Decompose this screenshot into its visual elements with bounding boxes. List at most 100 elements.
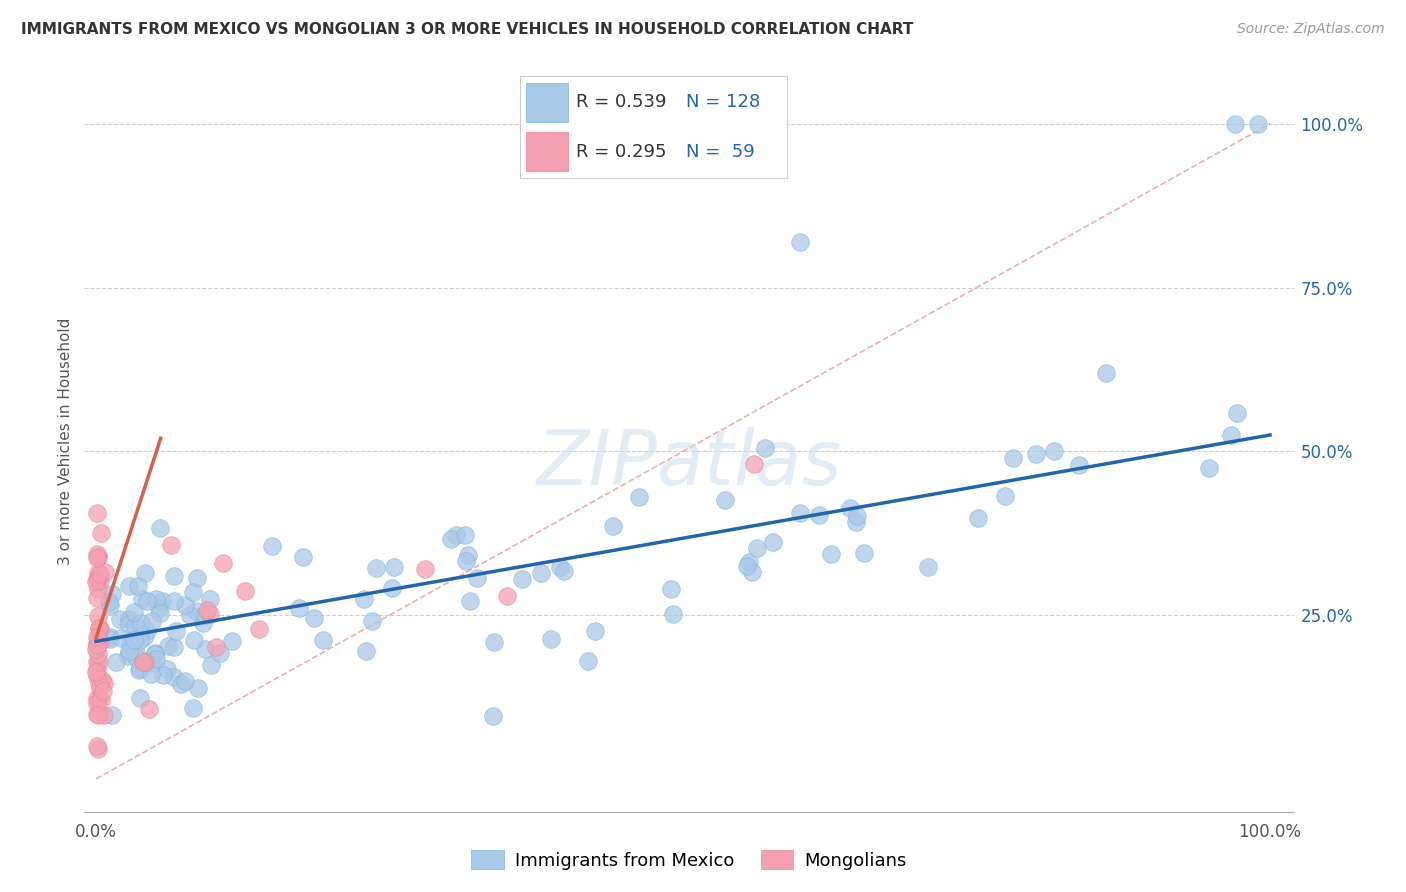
Point [131,591,153,606]
Point [1043,443,1066,458]
Point [820,547,842,561]
Text: Source: ZipAtlas.com: Source: ZipAtlas.com [1237,22,1385,37]
Point [853,546,876,560]
Point [966,511,988,525]
Point [184,604,207,618]
Point [159,538,181,552]
Point [86,707,108,722]
Point [152,668,174,682]
FancyBboxPatch shape [526,83,568,122]
Point [212,557,235,571]
Point [86,708,108,723]
Point [93,675,115,690]
Point [659,582,682,596]
Point [1001,451,1024,466]
Point [89,622,111,636]
Point [1220,427,1243,442]
Point [440,533,463,547]
Point [101,587,124,601]
Point [86,669,108,683]
Point [221,633,243,648]
Point [163,594,186,608]
Point [110,612,132,626]
Point [117,617,139,632]
Point [530,566,553,580]
Point [382,559,405,574]
FancyBboxPatch shape [526,132,568,171]
Point [91,683,114,698]
Point [291,549,314,564]
Point [86,574,108,589]
Point [93,565,115,579]
Point [117,649,139,664]
Point [179,607,201,622]
Text: R = 0.295: R = 0.295 [576,143,666,161]
Point [627,490,650,504]
Point [354,644,377,658]
Point [132,656,155,670]
Point [145,652,167,666]
Text: R = 0.539: R = 0.539 [576,94,666,112]
Y-axis label: 3 or more Vehicles in Household: 3 or more Vehicles in Household [58,318,73,566]
Point [741,565,763,579]
Point [198,592,221,607]
Point [845,516,868,530]
Point [129,633,152,648]
Point [917,560,939,574]
Point [808,508,831,522]
Point [93,708,115,723]
Point [128,690,150,705]
Point [89,566,111,581]
Point [87,549,110,564]
Point [117,644,139,658]
Point [467,571,489,585]
Point [125,646,148,660]
Point [145,591,167,606]
Point [136,624,159,638]
Point [550,559,572,574]
Point [128,663,150,677]
Legend: Immigrants from Mexico, Mongolians: Immigrants from Mexico, Mongolians [464,842,914,877]
Point [98,599,121,613]
Point [454,528,477,542]
Point [129,615,152,630]
Point [122,633,145,648]
Point [481,709,503,723]
Point [118,637,141,651]
Text: ZIPatlas: ZIPatlas [536,426,842,500]
Point [194,608,217,623]
Point [156,639,179,653]
Point [87,566,110,580]
Point [118,612,141,626]
Point [87,676,110,690]
Point [128,628,150,642]
Point [97,595,120,609]
Point [87,549,110,563]
Point [1226,406,1249,420]
Point [86,632,108,646]
Point [200,658,222,673]
Point [86,591,108,605]
Point [149,520,172,534]
Point [366,560,388,574]
Point [86,630,108,644]
Text: IMMIGRANTS FROM MEXICO VS MONGOLIAN 3 OR MORE VEHICLES IN HOUSEHOLD CORRELATION : IMMIGRANTS FROM MEXICO VS MONGOLIAN 3 OR… [21,22,914,37]
Point [118,579,141,593]
Point [304,611,326,625]
Text: N =  59: N = 59 [686,143,755,161]
Point [87,608,110,623]
Point [86,506,108,520]
Point [124,649,146,664]
Point [87,571,110,585]
Point [789,235,811,249]
Point [737,555,759,569]
Point [1025,447,1047,461]
Point [602,519,624,533]
Point [742,458,765,472]
Point [181,584,204,599]
Point [86,742,108,756]
Point [86,551,108,566]
Point [127,579,149,593]
Point [458,594,481,608]
Point [745,541,768,555]
